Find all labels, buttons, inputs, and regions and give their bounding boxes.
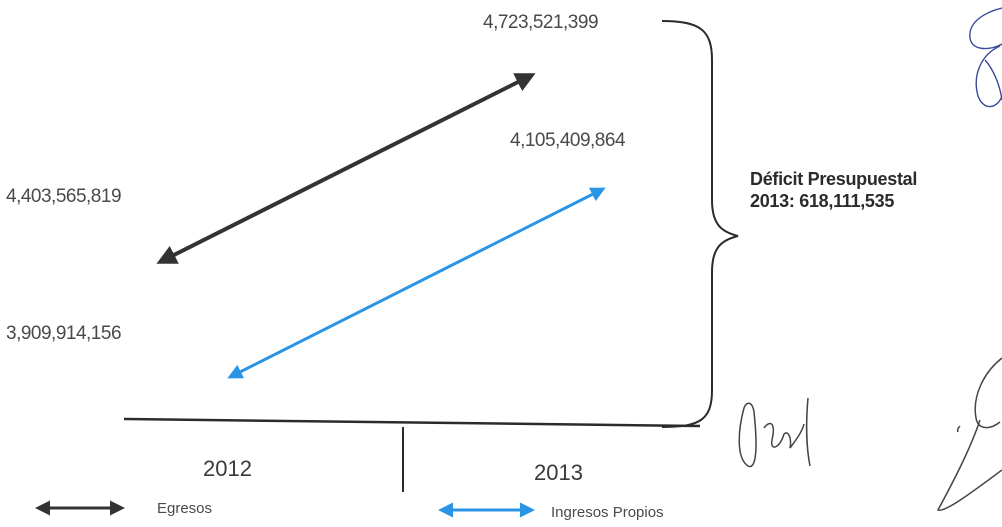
value-label-egresos-2013: 4,723,521,399 — [483, 12, 599, 33]
x-tick-label-2013: 2013 — [534, 460, 583, 485]
legend-label-ingresos-propios: Ingresos Propios — [551, 504, 664, 521]
series-line-ingresos-propios — [227, 187, 606, 379]
series-line-egresos — [156, 73, 536, 264]
deficit-brace — [661, 20, 739, 428]
signature-top-right — [969, 7, 1002, 108]
deficit-value: 2013: 618,111,535 — [750, 191, 895, 211]
deficit-title: Déficit Presupuestal — [750, 169, 918, 189]
legend-label-egresos: Egresos — [157, 500, 213, 517]
value-label-egresos-2012: 4,403,565,819 — [6, 186, 122, 207]
deficit-annotation: Déficit Presupuestal 2013: 618,111,535 — [750, 168, 917, 212]
signature-bottom-right — [936, 357, 1002, 511]
x-tick-label-2012: 2012 — [203, 456, 252, 481]
signature-middle — [738, 397, 811, 468]
x-axis-line — [123, 417, 701, 428]
value-label-ingresos-2013: 4,105,409,864 — [510, 130, 626, 151]
value-label-ingresos-2012: 3,909,914,156 — [6, 323, 122, 344]
